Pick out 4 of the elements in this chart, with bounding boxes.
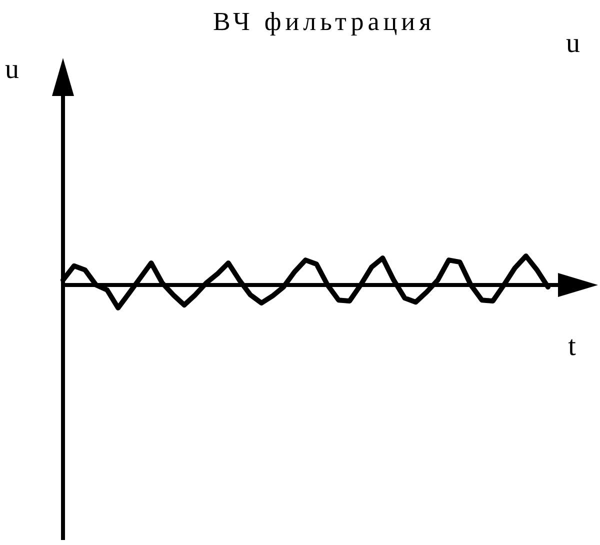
- text: u: [566, 28, 580, 59]
- x-axis-title: t: [568, 331, 576, 362]
- text: u: [5, 54, 19, 85]
- chart-title: ВЧ фильтрация: [212, 7, 436, 36]
